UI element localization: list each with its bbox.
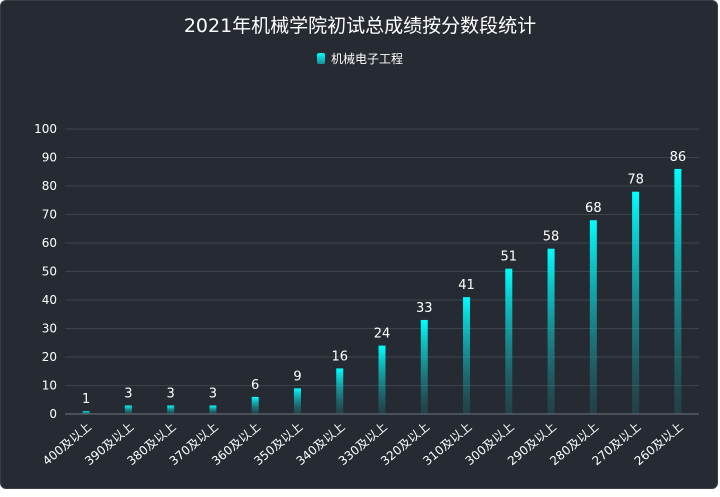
bar[interactable] xyxy=(82,411,90,414)
bar[interactable] xyxy=(505,268,513,414)
bar[interactable] xyxy=(251,396,259,414)
bar[interactable] xyxy=(547,248,555,414)
data-label: 86 xyxy=(670,150,687,165)
chart-title: 2021年机械学院初试总成绩按分数段统计 xyxy=(183,15,537,37)
y-tick-label: 20 xyxy=(42,350,57,364)
y-tick-label: 100 xyxy=(34,122,57,136)
data-label: 33 xyxy=(416,301,433,316)
legend-label: 机械电子工程 xyxy=(330,52,403,66)
data-label: 3 xyxy=(209,386,217,401)
bar[interactable] xyxy=(378,345,386,414)
bar[interactable] xyxy=(124,405,132,414)
data-label: 3 xyxy=(124,386,132,401)
bar[interactable] xyxy=(420,319,428,414)
data-label: 51 xyxy=(501,250,518,265)
y-tick-label: 90 xyxy=(42,151,57,165)
y-tick-label: 10 xyxy=(42,379,57,393)
y-tick-label: 50 xyxy=(42,265,57,279)
data-label: 41 xyxy=(458,278,475,293)
data-label: 58 xyxy=(543,230,560,245)
y-tick-label: 0 xyxy=(49,407,57,421)
data-label: 9 xyxy=(293,369,301,384)
y-tick-label: 80 xyxy=(42,179,57,193)
bar[interactable] xyxy=(167,405,175,414)
bar[interactable] xyxy=(209,405,217,414)
y-tick-label: 30 xyxy=(42,322,57,336)
bar[interactable] xyxy=(589,220,597,414)
data-label: 68 xyxy=(585,201,602,216)
data-label: 1 xyxy=(82,392,90,407)
bar[interactable] xyxy=(632,191,640,414)
legend[interactable]: 机械电子工程 xyxy=(1,50,717,67)
data-label: 16 xyxy=(331,349,348,364)
data-label: 24 xyxy=(374,327,391,342)
bar[interactable] xyxy=(293,388,301,414)
axis-layer: 0102030405060708090100400及以上390及以上380及以上… xyxy=(34,122,699,468)
bar[interactable] xyxy=(336,368,344,414)
y-tick-label: 40 xyxy=(42,293,57,307)
bar-chart: 0102030405060708090100400及以上390及以上380及以上… xyxy=(34,122,699,468)
data-label: 78 xyxy=(627,173,644,188)
y-tick-label: 70 xyxy=(42,208,57,222)
data-label: 3 xyxy=(167,386,175,401)
bar[interactable] xyxy=(463,297,471,414)
data-label: 6 xyxy=(251,378,259,393)
bar[interactable] xyxy=(674,168,682,414)
y-tick-label: 60 xyxy=(42,236,57,250)
bar-layer xyxy=(82,168,682,414)
legend-swatch xyxy=(316,53,325,64)
